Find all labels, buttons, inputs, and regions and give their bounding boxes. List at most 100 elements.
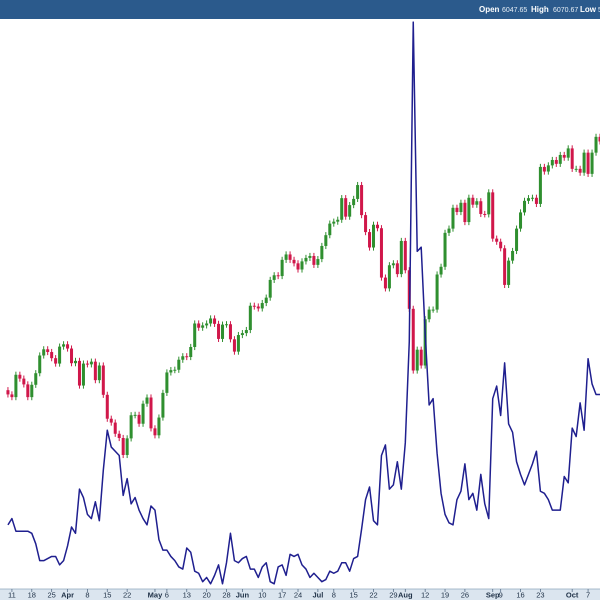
candle-body — [6, 390, 10, 395]
candle-body — [403, 240, 407, 271]
candle-body — [97, 365, 101, 381]
x-tick-label: 10 — [258, 590, 266, 599]
x-tick-label: 17 — [278, 590, 286, 599]
x-tick-label: 13 — [183, 590, 191, 599]
candle-body — [113, 422, 117, 434]
candle-body — [193, 323, 197, 347]
candle-body — [507, 260, 511, 285]
candle-body — [562, 154, 566, 158]
candle-body — [463, 202, 467, 223]
candle-body — [352, 198, 356, 206]
x-tick-label: 24 — [294, 590, 302, 599]
candle-body — [221, 324, 225, 339]
candle-body — [42, 349, 46, 356]
candle-body — [582, 152, 586, 173]
candle-body — [364, 215, 368, 233]
candle-body — [50, 352, 54, 359]
candle-body — [542, 166, 546, 172]
candle-body — [217, 323, 221, 339]
header-bar — [0, 0, 600, 19]
candle-body — [598, 136, 600, 142]
candle-body — [439, 266, 443, 275]
candle-body — [161, 392, 165, 418]
candle-body — [431, 309, 435, 311]
x-tick-label: 8 — [85, 590, 89, 599]
candle-body — [348, 205, 352, 217]
x-axis-strip — [0, 589, 600, 600]
candle-body — [165, 372, 169, 393]
candle-body — [304, 257, 308, 262]
candle-body — [81, 363, 85, 386]
x-tick-label: 26 — [461, 590, 469, 599]
x-tick-label: 28 — [222, 590, 230, 599]
candle-body — [467, 197, 471, 223]
candle-body — [399, 240, 403, 275]
candle-body — [419, 349, 423, 366]
candle-body — [54, 358, 58, 364]
candle-body — [18, 374, 22, 379]
x-tick-label: 23 — [536, 590, 544, 599]
candle-body — [574, 168, 578, 170]
candle-body — [70, 348, 74, 364]
candle-body — [336, 219, 340, 222]
candle-body — [296, 263, 300, 270]
candle-body — [244, 330, 248, 334]
candle-body — [312, 255, 316, 265]
candle-body — [558, 154, 562, 164]
candle-body — [66, 344, 70, 349]
x-tick-label: Sep — [486, 590, 500, 599]
candle-body — [471, 197, 475, 205]
x-tick-label: 18 — [28, 590, 36, 599]
x-tick-label: 19 — [441, 590, 449, 599]
candle-body — [30, 384, 34, 398]
candle-body — [26, 384, 30, 398]
candle-body — [526, 198, 530, 201]
candle-body — [14, 374, 18, 398]
candle-body — [344, 198, 348, 217]
header-value: 6047.65 — [502, 7, 527, 14]
x-tick-label: 7 — [586, 590, 590, 599]
candle-body — [340, 198, 344, 220]
candle-body — [272, 275, 276, 280]
header-label: High — [531, 5, 549, 14]
candle-body — [153, 428, 157, 436]
header-value: 6070.67 — [553, 7, 578, 14]
candle-body — [248, 305, 252, 331]
x-tick-label: 15 — [349, 590, 357, 599]
candle-body — [387, 265, 391, 289]
x-tick-label: 12 — [421, 590, 429, 599]
candle-body — [375, 224, 379, 229]
candle-body — [209, 318, 213, 324]
candle-body — [356, 185, 360, 199]
x-tick-label: Jun — [236, 590, 250, 599]
candle-body — [550, 159, 554, 166]
candle-body — [10, 394, 14, 398]
candle-body — [324, 235, 328, 246]
x-tick-label: 6 — [165, 590, 169, 599]
candle-body — [93, 361, 97, 381]
candle-body — [173, 369, 177, 371]
candle-body — [475, 201, 479, 205]
candle-body — [328, 223, 332, 236]
candle-body — [232, 339, 236, 352]
candle-body — [89, 361, 93, 365]
candle-body — [181, 356, 185, 360]
header-value: 5 — [598, 7, 600, 14]
candle-body — [141, 403, 145, 424]
candle-body — [459, 202, 463, 213]
candle-body — [455, 207, 459, 213]
candle-body — [177, 359, 181, 370]
candle-body — [34, 373, 38, 385]
candle-body — [149, 397, 153, 429]
candle-body — [197, 323, 201, 328]
candle-body — [77, 360, 81, 386]
candle-body — [554, 159, 558, 164]
candle-body — [383, 277, 387, 289]
candle-body — [205, 323, 209, 326]
candle-body — [578, 168, 582, 173]
candle-body — [372, 224, 376, 248]
candle-body — [522, 200, 527, 213]
x-tick-label: Oct — [566, 590, 579, 599]
candle-body — [292, 259, 296, 264]
candle-body — [213, 318, 217, 324]
